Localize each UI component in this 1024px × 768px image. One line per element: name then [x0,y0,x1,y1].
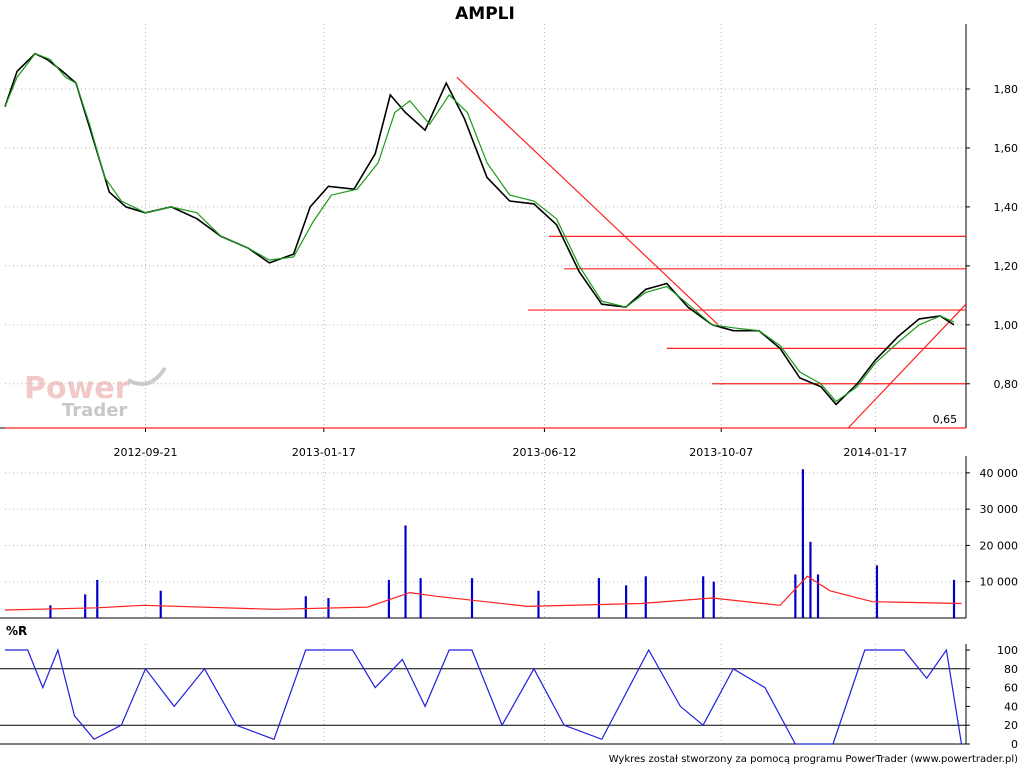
price-xtick-label: 2013-10-07 [689,446,753,459]
volume-avg-series [4,575,962,611]
price-ma-series [4,52,955,403]
price-ytick-label: 1,40 [994,201,1019,214]
volume-ytick-label: 40 000 [980,467,1019,480]
volume-bar [952,579,956,618]
volume-bar [702,576,705,618]
volume-bar [809,541,812,618]
volume-ytick-label: 30 000 [980,503,1019,516]
price-trend-line-1 [847,303,967,429]
price-ytick-label: 0,80 [994,378,1019,391]
volume-bar [404,525,407,618]
price-xtick-label: 2012-09-21 [114,446,178,459]
volume-bar [625,585,628,618]
volume-bar [159,590,162,618]
price-xtick-label: 2013-01-17 [292,446,356,459]
volume-bar [794,574,797,618]
volume-bar [644,576,647,618]
volume-bar [470,578,474,618]
volume-bar [801,469,805,618]
watermark-power: Power [24,371,130,406]
williams-r-panel: %R 0 20 40 60 80 100 [0,624,1018,751]
price-ytick-label: 1,20 [994,260,1019,273]
footer-credit: Wykres został stworzony za pomocą progra… [609,754,1018,765]
volume-bar [96,579,99,618]
volume-bar [537,590,540,618]
volume-bar [597,578,601,618]
volume-bar [816,574,820,618]
wr-ytick-label: 0 [1011,738,1018,751]
watermark-trader: Trader [62,400,127,421]
price-ytick-label: 1,60 [994,142,1019,155]
price-annotation-0: 0,65 [933,413,958,426]
volume-bar [419,578,422,618]
watermark: Power Trader [24,366,167,421]
price-panel: 0,80 1,00 1,20 1,40 1,60 1,80 2012-09-21 2013-0… [0,24,1018,459]
volume-panel: 10 000 20 000 30 000 40 000 [0,456,1019,619]
price-trend-line-0 [456,76,719,326]
volume-ytick-label: 20 000 [980,539,1019,552]
wr-series [5,648,963,745]
price-ytick-label: 1,80 [994,83,1019,96]
volume-bar [875,565,879,618]
price-xtick-label: 2014-01-17 [843,446,907,459]
volume-bar [304,596,307,618]
price-xtick-label: 2013-06-12 [512,446,576,459]
volume-bar [49,605,52,618]
volume-ytick-label: 10 000 [980,576,1019,589]
wr-ytick-label: 80 [1004,663,1018,676]
volume-bar [84,594,87,618]
wr-ytick-label: 60 [1004,682,1018,695]
wr-ytick-label: 20 [1004,719,1018,732]
price-ytick-label: 1,00 [994,319,1019,332]
watermark-swoosh-icon [127,366,167,386]
chart-title: AMPLI [455,4,515,24]
volume-bar [387,579,390,618]
wr-ytick-label: 100 [997,644,1018,657]
williams-r-title: %R [6,624,27,638]
wr-ytick-label: 40 [1004,700,1018,713]
volume-bar [712,581,715,618]
